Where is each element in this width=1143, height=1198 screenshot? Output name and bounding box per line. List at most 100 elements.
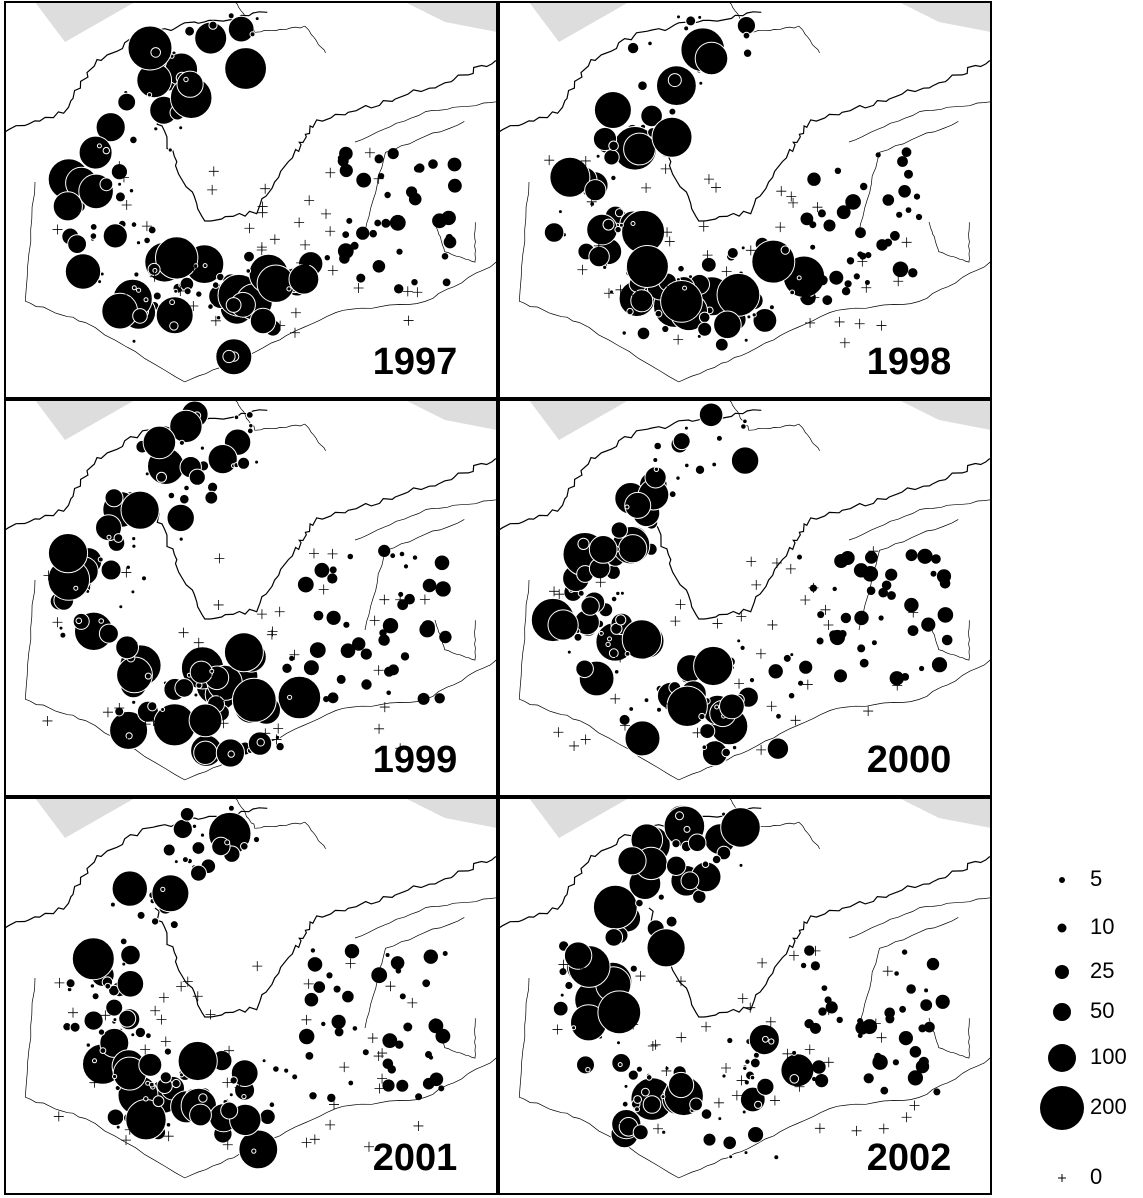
bubble <box>908 268 918 278</box>
bubble <box>768 304 775 311</box>
zero-marker <box>402 286 413 297</box>
bubble <box>224 839 231 846</box>
bubble <box>736 638 742 644</box>
bubble <box>145 1080 151 1086</box>
bubble <box>193 692 199 698</box>
bubble <box>687 833 707 853</box>
bubble <box>749 1057 761 1069</box>
bubble <box>128 188 135 194</box>
bubble <box>643 697 650 704</box>
bubble <box>720 807 761 848</box>
bubble <box>92 1058 97 1064</box>
bubble <box>804 1019 814 1029</box>
bubble <box>442 951 448 956</box>
zero-marker <box>723 312 734 323</box>
legend-label: 10 <box>1090 914 1114 939</box>
bubble <box>635 1065 643 1073</box>
zero-marker <box>614 1019 625 1030</box>
bubble <box>227 15 255 43</box>
zero-marker <box>593 240 604 251</box>
bubble <box>603 149 620 166</box>
bubble <box>404 593 415 605</box>
bubble <box>313 981 326 993</box>
zero-marker <box>373 173 384 184</box>
bubble <box>241 1094 247 1100</box>
bubble <box>800 212 814 226</box>
zero-marker <box>586 196 597 207</box>
zero-marker <box>260 728 271 739</box>
bubble <box>714 337 729 352</box>
bubble <box>654 309 663 318</box>
bubble <box>595 153 601 159</box>
bubble <box>630 221 636 226</box>
zero-marker <box>755 648 766 659</box>
bubble <box>73 585 79 591</box>
bubble <box>356 226 370 240</box>
zero-marker <box>703 174 714 185</box>
zero-marker <box>353 282 364 293</box>
bubble <box>817 209 826 218</box>
bubble <box>905 207 912 214</box>
bubble <box>661 1129 667 1135</box>
bubble <box>390 553 396 559</box>
zero-marker <box>712 618 723 629</box>
zero-marker <box>363 1141 374 1152</box>
zero-marker <box>160 1036 171 1047</box>
bubble <box>171 1078 181 1089</box>
bubble <box>178 439 185 446</box>
zero-marker <box>653 1123 664 1134</box>
bubble <box>144 672 152 680</box>
bubble <box>742 418 748 425</box>
bubble <box>863 1073 874 1084</box>
bubble <box>812 1060 826 1074</box>
bubble <box>924 988 929 993</box>
bubble <box>624 504 630 510</box>
bubble <box>91 992 100 1001</box>
boundary <box>848 897 991 1059</box>
bubble <box>134 1026 147 1039</box>
bubble <box>299 1028 315 1045</box>
bubble <box>130 1032 136 1038</box>
bubble <box>766 737 790 760</box>
zero-marker <box>839 337 850 348</box>
zero-marker <box>327 548 338 559</box>
zero-marker <box>214 553 225 564</box>
bubble <box>716 845 732 861</box>
bubble <box>403 564 409 569</box>
bubble <box>272 1065 280 1073</box>
bubble <box>915 213 923 221</box>
bubble <box>249 31 256 38</box>
bubble <box>874 1052 882 1061</box>
bubble <box>845 194 861 210</box>
bubble <box>801 293 811 303</box>
bubble <box>169 920 179 930</box>
bubble <box>676 14 681 20</box>
bubble <box>913 193 921 200</box>
zero-marker <box>214 695 225 706</box>
bubble <box>701 860 710 868</box>
bubble <box>442 278 451 287</box>
bubble <box>131 543 137 549</box>
bubble <box>904 169 913 179</box>
bubble <box>288 263 320 295</box>
bubble <box>135 240 142 246</box>
zero-marker <box>785 563 796 574</box>
bubble <box>889 671 904 686</box>
zero-marker <box>639 743 650 754</box>
bubble <box>882 194 895 206</box>
zero-marker <box>207 184 218 195</box>
bubble <box>907 625 919 636</box>
bubble <box>399 993 406 1000</box>
bubble <box>385 953 390 957</box>
map-content <box>5 2 497 383</box>
zero-marker <box>176 981 187 992</box>
bubble <box>935 994 950 1009</box>
zero-marker <box>751 579 762 590</box>
bubble <box>301 256 311 267</box>
bubble <box>699 723 716 740</box>
bubble <box>797 679 805 687</box>
bubble <box>417 692 430 705</box>
zero-marker <box>863 706 874 717</box>
bubble <box>865 551 878 564</box>
bubble <box>829 270 844 285</box>
